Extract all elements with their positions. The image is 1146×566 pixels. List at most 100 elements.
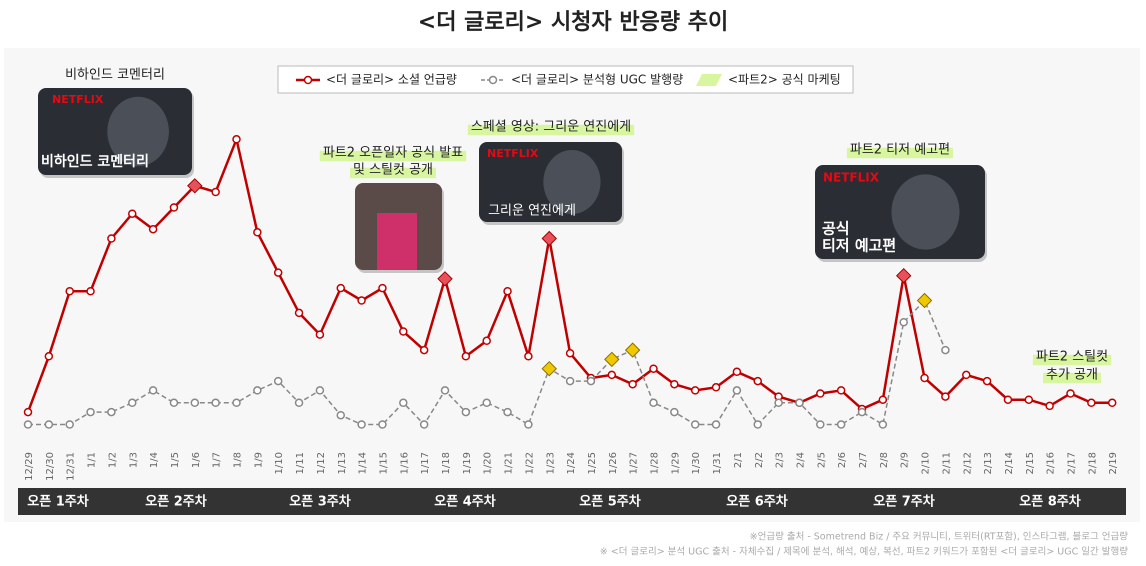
point xyxy=(461,352,471,361)
week-label: 오픈 3주차 xyxy=(289,494,350,510)
point xyxy=(399,327,408,336)
x-tick-label: 2/19 xyxy=(1108,452,1119,474)
point xyxy=(128,398,137,408)
x-tick-label: 1/23 xyxy=(545,452,556,474)
x-tick-label: 1/26 xyxy=(608,452,619,474)
x-tick-label: 2/10 xyxy=(921,452,932,474)
point xyxy=(941,345,950,355)
point xyxy=(690,420,700,429)
point xyxy=(482,398,491,408)
point xyxy=(211,187,220,197)
annotation-image-text: 공식 xyxy=(822,220,850,238)
highlight-point xyxy=(541,230,557,247)
footnote: ※ <더 글로리> 분석 UGC 출처 - 자체수집 / 제목에 분석, 해석,… xyxy=(600,546,1128,558)
point xyxy=(920,373,929,383)
chart-title: <더 글로리> 시청자 반응량 추이 xyxy=(418,10,728,35)
series-line xyxy=(28,299,947,426)
point xyxy=(899,317,908,327)
point xyxy=(941,392,950,401)
point xyxy=(253,386,262,395)
x-tick-label: 1/16 xyxy=(399,452,410,474)
x-tick-label: 1/18 xyxy=(441,452,452,474)
point xyxy=(836,420,846,429)
annotation-figure xyxy=(891,174,960,250)
point xyxy=(357,420,366,429)
x-tick-label: 1/22 xyxy=(524,452,535,474)
point xyxy=(1024,395,1034,404)
x-tick-label: 1/1 xyxy=(87,452,98,468)
point xyxy=(607,370,617,380)
x-tick-label: 1/14 xyxy=(358,452,369,474)
point xyxy=(649,364,658,373)
label-highlight xyxy=(1043,372,1101,384)
point xyxy=(670,407,679,417)
point xyxy=(273,376,283,386)
point xyxy=(232,135,241,144)
point xyxy=(211,398,220,408)
week-label: 오픈 1주차 xyxy=(27,494,88,510)
point xyxy=(23,407,33,417)
point xyxy=(503,286,512,296)
x-tick-label: 1/5 xyxy=(170,452,181,468)
point xyxy=(816,389,825,398)
x-tick-label: 2/17 xyxy=(1067,452,1078,474)
point xyxy=(878,395,888,404)
point xyxy=(399,398,408,408)
point xyxy=(628,379,637,389)
point xyxy=(336,410,345,420)
x-tick-label: 2/13 xyxy=(983,452,994,474)
point xyxy=(1066,389,1075,398)
point xyxy=(440,386,450,395)
point xyxy=(962,370,971,380)
point xyxy=(503,407,512,417)
annotation-label: 비하인드 코멘터리 xyxy=(65,68,165,83)
point xyxy=(315,330,325,339)
label-highlight xyxy=(846,147,954,159)
annotation-image-text: 티저 예고편 xyxy=(822,237,896,255)
point xyxy=(1003,395,1013,404)
point xyxy=(86,407,95,417)
point xyxy=(774,398,783,408)
highlight-point xyxy=(187,178,203,194)
x-tick-label: 1/9 xyxy=(253,452,264,468)
point xyxy=(482,336,491,346)
point xyxy=(732,367,742,377)
point xyxy=(253,228,262,237)
annotation-figure xyxy=(107,96,169,167)
x-tick-label: 1/3 xyxy=(128,452,139,468)
week-label: 오픈 8주차 xyxy=(1019,494,1080,510)
point xyxy=(378,420,387,429)
point xyxy=(169,398,179,408)
point xyxy=(732,386,742,395)
point xyxy=(148,224,158,234)
point xyxy=(670,379,679,389)
x-tick-label: 1/6 xyxy=(191,452,202,468)
label-highlight xyxy=(467,124,635,136)
point xyxy=(44,352,54,361)
point xyxy=(816,420,825,429)
point xyxy=(378,283,387,293)
annotation-label: 추가 공개 xyxy=(1046,368,1098,383)
annotation-label: 스페셜 영상: 그리운 연진에게 xyxy=(471,120,631,135)
point xyxy=(65,286,74,296)
point xyxy=(982,376,992,386)
point xyxy=(86,286,95,296)
point xyxy=(107,407,116,417)
highlight-point xyxy=(624,342,641,358)
x-tick-label: 2/8 xyxy=(879,452,890,468)
x-tick-label: 2/2 xyxy=(754,452,765,468)
x-tick-label: 1/19 xyxy=(462,452,473,474)
legend-swatch xyxy=(488,75,498,85)
annotation-label: 파트2 오픈일자 공식 발표 xyxy=(323,146,463,161)
x-tick-label: 2/3 xyxy=(775,452,786,468)
x-tick-label: 1/15 xyxy=(378,452,389,474)
x-tick-label: 1/13 xyxy=(337,452,348,474)
label-highlight xyxy=(1032,354,1112,366)
x-tick-label: 1/8 xyxy=(233,452,244,468)
point xyxy=(336,283,345,293)
x-tick-label: 1/21 xyxy=(504,452,515,474)
point xyxy=(565,376,575,386)
point xyxy=(1045,401,1054,411)
legend-label: <더 글로리> 분석형 UGC 발행량 xyxy=(511,72,683,87)
